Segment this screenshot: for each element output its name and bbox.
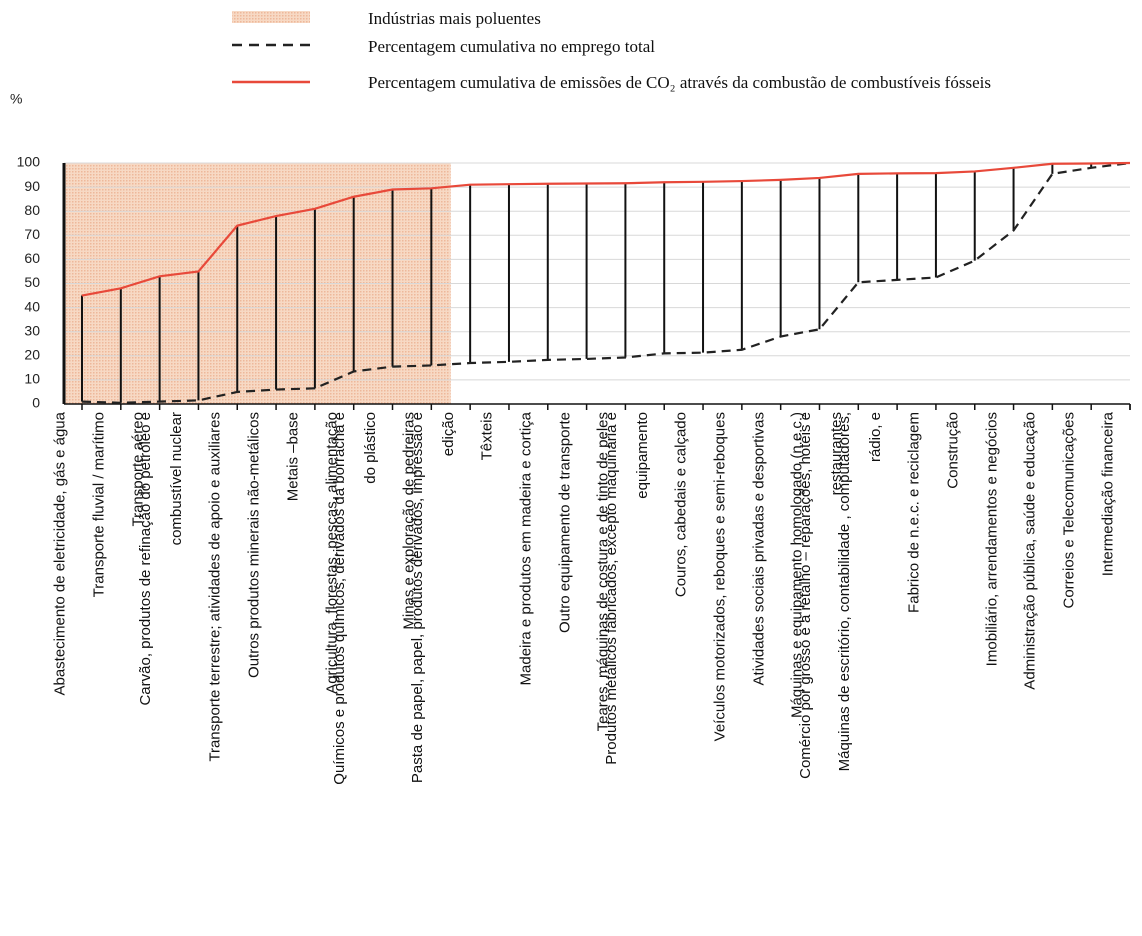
x-tick-label: Abastecimento de eletricidade, gás e águ… [51, 412, 69, 696]
legend-label: Indústrias mais poluentes [368, 9, 541, 28]
y-tick-label: 40 [24, 298, 40, 314]
y-tick-label: 50 [24, 274, 40, 290]
y-tick-label: 60 [24, 250, 40, 266]
series-line [81, 161, 1131, 297]
x-tick-label: Metais –base [284, 412, 302, 502]
legend-label: Percentagem cumulativa no emprego total [368, 37, 656, 56]
legend-swatch [232, 11, 310, 23]
y-tick-label: 0 [32, 395, 40, 411]
x-tick-label: Construção [944, 412, 962, 489]
x-tick-label: Produtos metálicos fabricados, excepto m… [602, 412, 651, 765]
x-tick-label: Têxteis [478, 412, 496, 461]
y-axis-label: % [10, 91, 22, 107]
x-tick-label: Químicos e produtos químicos, derivados … [331, 412, 380, 785]
x-tick-label: Outros produtos minerais não-metálicos [245, 412, 263, 678]
x-tick-label: Transporte fluvial / marítimo [90, 412, 108, 598]
x-tick-label: Couros, cabedais e calçado [672, 412, 690, 598]
y-tick-label: 30 [24, 322, 40, 338]
x-tick-label: Administração pública, saúde e educação [1021, 412, 1039, 690]
y-tick-label: 10 [24, 371, 40, 387]
x-tick-label: Veículos motorizados, reboques e semi-re… [711, 412, 729, 742]
x-tick-label: Pasta de papel, papel, produtos derivado… [408, 412, 457, 784]
x-tick-label: Fabrico de n.e.c. e reciclagem [905, 412, 923, 613]
y-tick-label: 90 [24, 178, 40, 194]
x-tick-label: Atividades sociais privadas e desportiva… [750, 412, 768, 686]
x-tick-label: Madeira e produtos em madeira e cortiça [517, 412, 535, 686]
y-tick-label: 20 [24, 347, 40, 363]
x-tick-label: Carvão, produtos de refinação do petróle… [136, 412, 185, 706]
y-tick-label: 70 [24, 226, 40, 242]
x-tick-label: Intermediação financeira [1099, 412, 1117, 577]
x-tick-label: Máquinas de escritório, contabilidade , … [835, 412, 884, 772]
x-tick-label: Outro equipamento de transporte [556, 412, 574, 633]
y-tick-label: 80 [24, 202, 40, 218]
x-tick-label: Imobiliário, arrendamentos e negócios [983, 412, 1001, 667]
y-tick-label: 100 [17, 154, 41, 170]
series-line [81, 161, 1131, 404]
x-tick-label: Correios e Telecomunicações [1060, 412, 1078, 609]
x-tick-label: Transporte terrestre; atividades de apoi… [206, 412, 224, 762]
legend-label: Percentagem cumulativa de emissões de CO… [368, 73, 991, 92]
